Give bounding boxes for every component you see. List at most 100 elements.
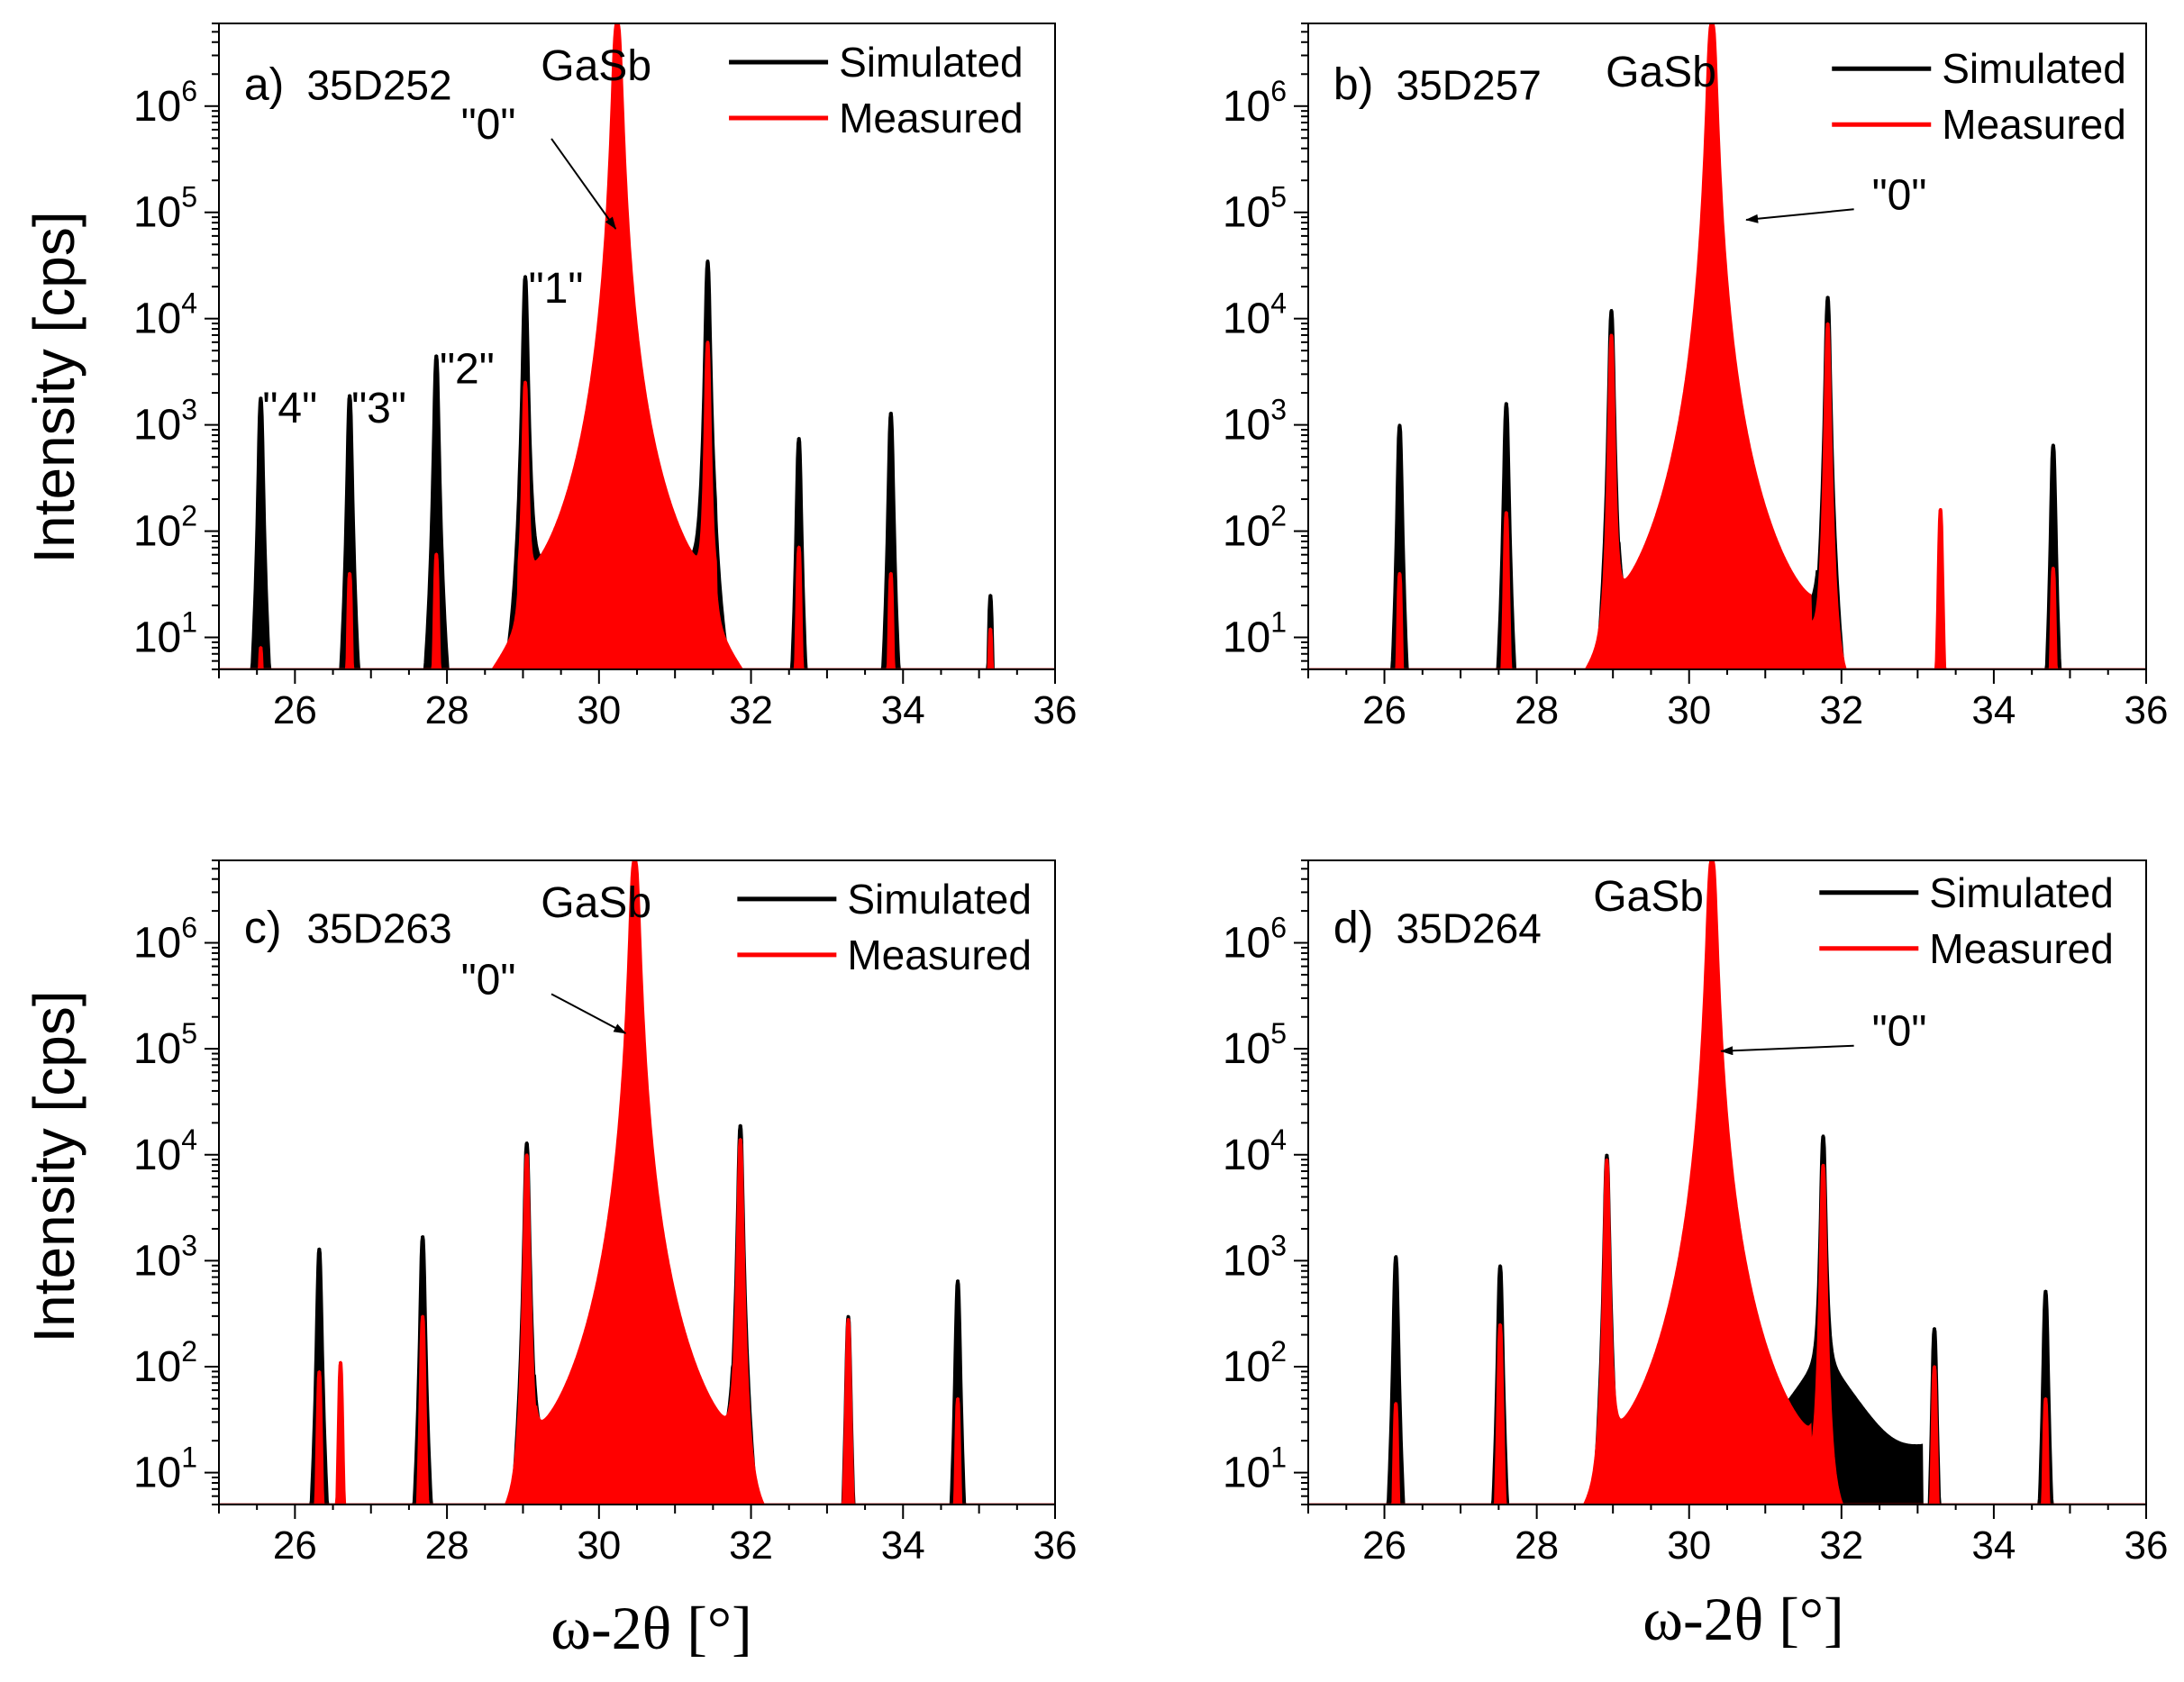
arrow-annotation — [551, 138, 617, 230]
legend: Simulated Measured — [1819, 869, 2114, 972]
x-tick-label: 32 — [729, 1523, 773, 1568]
panel-label: b) — [1333, 59, 1373, 110]
annotation-order-0: "0" — [1872, 1008, 1927, 1056]
y-tick-label: 104 — [1223, 1123, 1287, 1179]
legend: Simulated Measured — [1832, 45, 2126, 148]
x-tick-label: 32 — [729, 688, 773, 732]
panel-c: 26 28 30 32 34 36 101 102 103 104 105 106 c) 35D263 Ga… — [133, 859, 1078, 1568]
x-tick-label: 36 — [1033, 1523, 1078, 1568]
y-tick-label: 101 — [1223, 1441, 1287, 1497]
annotation-order-0: "0" — [461, 956, 516, 1004]
x-axis-label-left: ω-2θ [°] — [551, 1594, 751, 1662]
substrate-label: GaSb — [1593, 873, 1704, 921]
legend: Simulated Measured — [729, 39, 1024, 141]
x-tick-label: 36 — [1033, 688, 1078, 732]
x-tick-label: 30 — [1667, 1523, 1711, 1568]
y-tick-label: 102 — [1223, 1335, 1287, 1391]
x-tick-label: 36 — [2125, 688, 2169, 732]
x-tick-label: 28 — [1515, 1523, 1559, 1568]
legend-label-simulated: Simulated — [847, 876, 1032, 923]
y-axis-label-bottom: Intensity [cps] — [22, 990, 86, 1342]
x-tick-label: 26 — [273, 1523, 317, 1568]
y-tick-label: 102 — [133, 1335, 197, 1391]
plot-area — [219, 23, 1055, 669]
y-tick-label: 105 — [133, 1017, 197, 1073]
x-tick-label: 34 — [881, 688, 925, 732]
panel-label: a) — [244, 59, 284, 110]
x-tick-label: 26 — [1362, 688, 1406, 732]
annotation-order-0: "0" — [1872, 171, 1927, 219]
panel-label: c) — [244, 903, 282, 953]
annotation-order-label: "3" — [351, 385, 406, 432]
legend-label-measured: Measured — [1929, 925, 2114, 972]
y-axis-label-top: Intensity [cps] — [22, 211, 86, 563]
sample-id: 35D264 — [1397, 905, 1542, 952]
y-tick-label: 101 — [133, 605, 197, 661]
series-measured-line — [219, 23, 1055, 669]
plot-area — [219, 860, 1055, 1505]
x-tick-label: 28 — [425, 688, 469, 732]
x-tick-label: 34 — [881, 1523, 925, 1568]
y-tick-label: 103 — [133, 1229, 197, 1285]
y-tick-label: 104 — [133, 1123, 197, 1179]
plot-area — [1308, 23, 2146, 669]
annotation-order-label: "2" — [440, 345, 495, 393]
y-tick-label: 106 — [133, 912, 197, 968]
panel-b: 26 28 30 32 34 36 101 102 103 104 105 106 b) 35D257 Ga… — [1223, 23, 2169, 732]
y-tick-label: 103 — [133, 394, 197, 450]
y-tick-label: 106 — [133, 75, 197, 131]
y-tick-label: 105 — [1223, 1017, 1287, 1073]
panels-layer: 26 28 30 32 34 36 101 102 103 104 105 106 a) 35D252 Ga… — [133, 23, 2169, 1568]
x-tick-label: 36 — [2125, 1523, 2169, 1568]
legend-label-measured: Measured — [839, 95, 1024, 141]
series-measured-line — [1308, 23, 2146, 669]
x-tick-label: 26 — [273, 688, 317, 732]
x-tick-label: 28 — [1515, 688, 1559, 732]
legend-label-measured: Measured — [847, 932, 1032, 978]
y-tick-label: 103 — [1223, 394, 1287, 450]
plot-area — [1308, 860, 2146, 1505]
annotation-order-label: "4" — [262, 385, 317, 432]
x-tick-label: 32 — [1819, 688, 1863, 732]
y-tick-label: 104 — [133, 287, 197, 343]
x-tick-label: 34 — [1971, 688, 2016, 732]
substrate-label: GaSb — [541, 879, 651, 927]
legend-label-simulated: Simulated — [1929, 869, 2114, 916]
sample-id: 35D257 — [1397, 62, 1542, 109]
x-tick-label: 28 — [425, 1523, 469, 1568]
panel-a: 26 28 30 32 34 36 101 102 103 104 105 106 a) 35D252 Ga… — [133, 23, 1078, 732]
y-tick-label: 102 — [1223, 500, 1287, 556]
y-tick-label: 105 — [1223, 181, 1287, 237]
panel-label: d) — [1333, 903, 1373, 953]
x-tick-label: 32 — [1819, 1523, 1863, 1568]
x-tick-label: 30 — [577, 688, 621, 732]
arrow-annotation — [1720, 1044, 1854, 1056]
y-tick-label: 106 — [1223, 912, 1287, 968]
y-tick-label: 103 — [1223, 1229, 1287, 1285]
x-tick-label: 26 — [1362, 1523, 1406, 1568]
sample-id: 35D252 — [306, 62, 451, 109]
x-tick-label: 30 — [577, 1523, 621, 1568]
sample-id: 35D263 — [306, 905, 451, 952]
y-tick-label: 102 — [133, 500, 197, 556]
substrate-label: GaSb — [1606, 49, 1716, 96]
y-tick-label: 101 — [1223, 605, 1287, 661]
y-tick-label: 101 — [133, 1441, 197, 1497]
y-tick-label: 106 — [1223, 75, 1287, 131]
x-tick-label: 30 — [1667, 688, 1711, 732]
legend-label-simulated: Simulated — [839, 39, 1024, 86]
substrate-label: GaSb — [541, 42, 651, 90]
arrow-annotation — [1745, 208, 1854, 223]
arrow-annotation — [551, 993, 627, 1034]
x-axis-label-right: ω-2θ [°] — [1643, 1585, 1843, 1653]
y-tick-label: 104 — [1223, 287, 1287, 343]
series-measured-line — [1308, 860, 2146, 1505]
legend-label-measured: Measured — [1942, 101, 2126, 148]
annotation-order-label: "1" — [529, 265, 584, 313]
legend-label-simulated: Simulated — [1942, 45, 2126, 92]
x-tick-label: 34 — [1971, 1523, 2016, 1568]
annotation-order-0: "0" — [461, 101, 516, 149]
panel-d: 26 28 30 32 34 36 101 102 103 104 105 106 d) 35D264 Ga… — [1223, 859, 2169, 1568]
y-tick-label: 105 — [133, 181, 197, 237]
